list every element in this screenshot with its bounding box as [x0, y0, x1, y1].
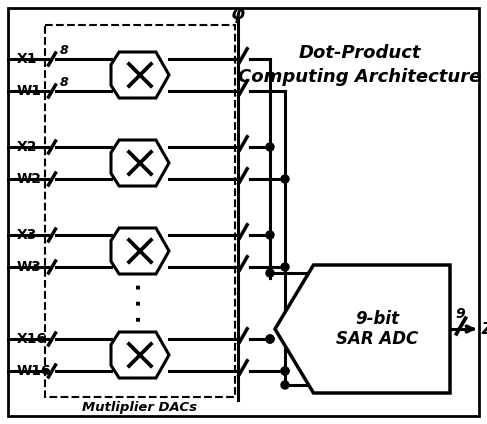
Circle shape: [266, 143, 274, 151]
Text: 9-bit
SAR ADC: 9-bit SAR ADC: [337, 310, 419, 349]
Polygon shape: [111, 52, 169, 98]
Polygon shape: [111, 332, 169, 378]
Circle shape: [266, 335, 274, 343]
Circle shape: [281, 381, 289, 389]
Text: 9: 9: [455, 307, 465, 321]
Polygon shape: [111, 228, 169, 274]
Text: φ: φ: [231, 5, 245, 23]
Text: Mutliplier DACs: Mutliplier DACs: [82, 402, 198, 415]
Circle shape: [281, 263, 289, 271]
Circle shape: [266, 269, 274, 277]
Text: 8: 8: [60, 76, 69, 89]
Polygon shape: [275, 265, 450, 393]
Circle shape: [266, 231, 274, 239]
Text: X2: X2: [17, 140, 37, 154]
Text: W1: W1: [17, 84, 42, 98]
Text: X16: X16: [17, 332, 47, 346]
Text: X1: X1: [17, 52, 37, 66]
Text: X3: X3: [17, 228, 37, 242]
Polygon shape: [111, 140, 169, 186]
Bar: [45, 25, 235, 397]
Circle shape: [266, 335, 274, 343]
Text: 8: 8: [60, 44, 69, 57]
Text: Dot-Product
Computing Architecture: Dot-Product Computing Architecture: [238, 44, 482, 86]
Text: W16: W16: [17, 364, 52, 378]
Text: W3: W3: [17, 260, 42, 274]
Circle shape: [281, 367, 289, 375]
Text: W2: W2: [17, 172, 42, 186]
Text: Z: Z: [481, 321, 487, 337]
Circle shape: [281, 175, 289, 183]
Text: · · ·: · · ·: [130, 283, 150, 324]
Circle shape: [281, 367, 289, 375]
